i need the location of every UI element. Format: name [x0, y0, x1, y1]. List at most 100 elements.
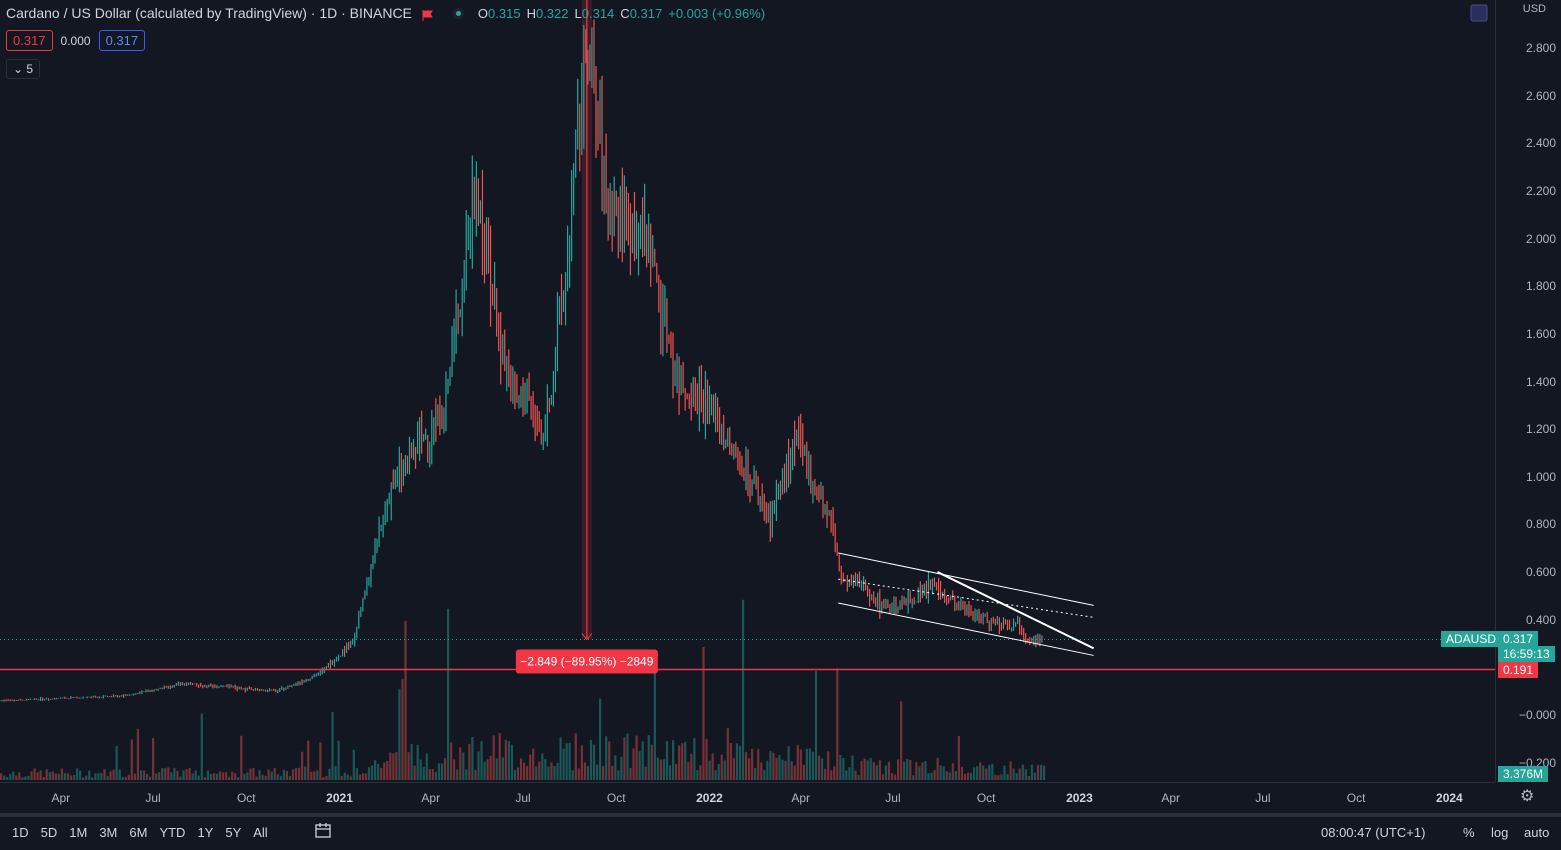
volume-bar — [921, 762, 924, 780]
volume-bar — [355, 768, 358, 780]
volume-bar — [568, 742, 571, 780]
volume-bar — [145, 773, 149, 780]
screenshot-icon[interactable] — [1470, 4, 1488, 22]
volume-bar — [133, 773, 136, 780]
range-5y[interactable]: 5Y — [225, 825, 242, 840]
volume-bar — [24, 776, 27, 780]
volume-bar — [866, 760, 869, 780]
volume-bar — [653, 663, 656, 780]
volume-bar — [748, 758, 751, 780]
volume-bar — [413, 765, 416, 780]
parallel-channel[interactable] — [838, 552, 1094, 656]
volume-bar — [358, 774, 361, 780]
volume-bar — [36, 772, 39, 780]
volume-bar — [279, 776, 282, 780]
ohlc-value: 0.322 — [535, 5, 569, 21]
range-6m[interactable]: 6M — [129, 825, 148, 840]
trend-line[interactable] — [937, 571, 1095, 650]
range-all[interactable]: All — [253, 825, 268, 840]
time-tick: Oct — [606, 791, 626, 805]
volume-bar — [656, 757, 659, 780]
volume-bar — [638, 751, 641, 780]
volume-bar — [614, 755, 617, 780]
volume-bar — [900, 701, 903, 780]
volume-bar — [294, 768, 298, 780]
volume-bar — [285, 771, 289, 780]
indicators-toggle[interactable]: ⌄ 5 — [6, 59, 41, 79]
volume-bar — [650, 744, 653, 780]
volume-bar — [504, 739, 507, 780]
range-1m[interactable]: 1M — [69, 825, 88, 840]
volume-bar — [246, 772, 249, 780]
range-1y[interactable]: 1Y — [197, 825, 214, 840]
volume-bar — [191, 773, 194, 780]
price-axis[interactable]: USD 2.800 2.600 2.400 2.200 2.000 1.800 1.600 1… — [1495, 0, 1561, 782]
range-5d[interactable]: 5D — [40, 825, 58, 840]
volume-bar — [370, 765, 374, 780]
volume-bar — [842, 757, 845, 780]
sell-button[interactable]: 0.317 — [6, 30, 53, 51]
range-1d[interactable]: 1D — [12, 825, 29, 840]
volume-bar — [304, 766, 307, 780]
volume-bar — [787, 746, 790, 780]
volume-bar — [735, 743, 739, 780]
volume-bar — [501, 757, 504, 780]
volume-bar — [732, 758, 736, 780]
volume-bar — [681, 743, 684, 780]
currency-selector[interactable]: USD — [1522, 3, 1546, 15]
time-axis[interactable]: Apr Jul Oct 2021 Apr Jul Oct 2022 Apr Jul Oct 2023 A… — [0, 782, 1495, 813]
volume-bar — [717, 764, 720, 780]
volume-bar — [316, 770, 319, 780]
volume-bar — [754, 767, 757, 780]
volume-bar — [340, 775, 343, 780]
percent-toggle[interactable]: % — [1463, 825, 1475, 840]
volume-bar — [635, 735, 638, 780]
volume-bar — [611, 765, 614, 780]
gear-icon[interactable]: ⚙ — [1520, 788, 1535, 805]
volume-bar — [599, 698, 602, 780]
volume-bar — [1027, 776, 1030, 780]
volume-bar — [538, 761, 541, 780]
market-status-icon[interactable] — [452, 7, 464, 19]
range-ytd[interactable]: YTD — [159, 825, 186, 840]
price-chart[interactable]: −2.849 (−89.95%) −2849 — [0, 0, 1495, 782]
volume-bar — [720, 754, 723, 780]
volume-bar — [176, 770, 179, 780]
ohlc-value: 0.315 — [488, 5, 521, 21]
clock[interactable]: 08:00:47 (UTC+1) — [1321, 825, 1426, 840]
volume-bar — [313, 771, 316, 780]
range-3m[interactable]: 3M — [99, 825, 118, 840]
volume-bar — [778, 754, 781, 780]
symbol-title[interactable]: Cardano / US Dollar (calculated by Tradi… — [6, 5, 412, 21]
buy-button[interactable]: 0.317 — [98, 30, 146, 51]
volume-bar — [574, 733, 577, 780]
volume-bar — [982, 765, 985, 780]
volume-bar — [495, 758, 498, 780]
volume-bar — [194, 770, 197, 780]
log-toggle[interactable]: log — [1491, 825, 1509, 840]
volume-bar — [647, 735, 650, 780]
volume-bar — [1015, 773, 1018, 780]
volume-bar — [124, 776, 127, 780]
measure-arrow — [581, 633, 593, 641]
volume-bar — [915, 762, 918, 780]
flag-icon[interactable] — [422, 8, 433, 21]
volume-bar — [54, 773, 57, 780]
volume-bar — [583, 762, 587, 780]
volume-bar — [608, 741, 611, 780]
time-tick: 2024 — [1436, 791, 1463, 805]
volume-bar — [918, 766, 921, 780]
volume-bar — [267, 769, 270, 780]
volume-bar — [510, 744, 514, 780]
volume-bar — [45, 769, 48, 780]
volume-bar — [675, 763, 678, 780]
goto-date-icon[interactable] — [314, 823, 332, 844]
volume-bar — [12, 771, 15, 780]
candles — [0, 19, 1043, 702]
volume-bar — [887, 761, 891, 780]
volume-bar — [398, 689, 401, 780]
volume-bar — [282, 769, 285, 780]
volume-bar — [632, 748, 635, 780]
auto-toggle[interactable]: auto — [1524, 825, 1550, 840]
volume-bar — [1021, 764, 1024, 780]
